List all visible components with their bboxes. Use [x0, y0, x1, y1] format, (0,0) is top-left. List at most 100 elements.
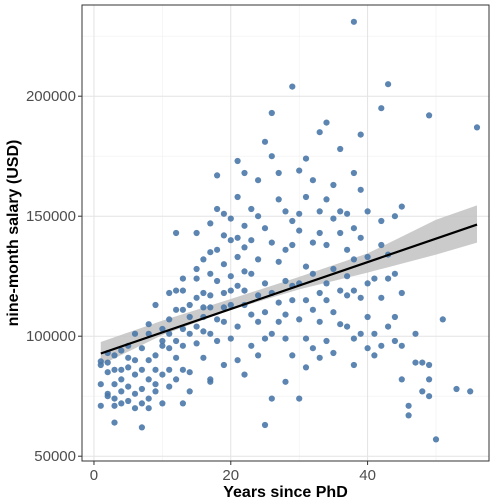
data-point [289, 352, 296, 359]
data-point [350, 361, 357, 369]
data-point [179, 275, 186, 282]
data-point [364, 345, 371, 352]
y-tick-label: 100000 [26, 328, 76, 345]
data-point [200, 354, 207, 361]
data-point [220, 289, 227, 297]
data-point [350, 169, 357, 177]
data-point [337, 321, 344, 328]
data-point [227, 287, 234, 294]
data-point [282, 277, 289, 285]
data-point [207, 249, 214, 256]
y-tick-label: 150000 [26, 208, 76, 225]
data-point [125, 364, 132, 371]
data-point [193, 229, 200, 237]
data-point [118, 347, 125, 354]
data-point [207, 304, 214, 311]
data-point [166, 383, 173, 390]
data-point [159, 342, 166, 349]
data-point [214, 277, 221, 285]
data-point [337, 287, 344, 294]
trend-line-group [100, 223, 478, 355]
data-point [248, 205, 255, 213]
data-point [268, 109, 275, 117]
data-point [357, 330, 364, 337]
x-tick-label: 20 [222, 467, 239, 484]
data-point [282, 335, 289, 342]
data-point [173, 376, 180, 383]
data-point [241, 244, 248, 251]
data-point [261, 225, 269, 232]
data-point [186, 369, 193, 376]
data-point [323, 337, 330, 345]
data-point [152, 366, 159, 373]
data-point [378, 217, 385, 225]
data-point [391, 270, 398, 277]
data-point [214, 246, 221, 253]
data-point [220, 210, 227, 217]
data-point [296, 210, 303, 217]
data-point [453, 385, 460, 393]
data-point [131, 405, 139, 412]
data-point [145, 330, 152, 337]
data-point [214, 205, 221, 213]
data-point [309, 306, 316, 313]
data-point [145, 321, 152, 328]
data-point [138, 385, 145, 393]
data-point [296, 167, 303, 174]
data-point [302, 263, 310, 270]
data-point [398, 342, 405, 349]
data-point [179, 325, 186, 333]
data-point [125, 354, 132, 361]
data-point [166, 289, 173, 297]
data-point [330, 265, 337, 273]
data-point [159, 325, 166, 333]
data-point [289, 297, 296, 304]
data-point [364, 208, 371, 215]
data-point [234, 234, 241, 241]
data-point [166, 345, 173, 352]
data-point [234, 253, 241, 261]
data-point [159, 337, 166, 345]
data-point [275, 196, 282, 203]
data-point [330, 349, 337, 357]
data-point [364, 280, 371, 287]
data-point [357, 294, 364, 301]
data-point [268, 153, 275, 160]
data-point [214, 172, 221, 179]
data-point [138, 345, 145, 352]
data-point [378, 342, 385, 349]
data-point [289, 83, 296, 90]
data-point [173, 354, 180, 361]
data-point [323, 280, 330, 287]
data-point [261, 335, 269, 342]
data-point [241, 371, 248, 378]
data-point [398, 289, 405, 297]
data-point [275, 169, 282, 177]
confidence-band [100, 205, 478, 365]
data-point [316, 229, 323, 237]
data-point [296, 316, 303, 323]
x-axis-title: Years since PhD [223, 484, 348, 501]
data-point [426, 361, 433, 369]
data-point [330, 309, 337, 316]
y-tick-label: 200000 [26, 88, 76, 105]
data-point [350, 287, 357, 294]
data-point [145, 376, 152, 383]
data-point [248, 237, 255, 244]
data-point [261, 280, 269, 287]
data-point [111, 366, 118, 373]
data-point [179, 306, 186, 313]
data-point [227, 273, 234, 280]
data-point [125, 397, 132, 405]
data-point [316, 289, 323, 297]
data-point [432, 436, 440, 443]
data-point [200, 304, 207, 311]
data-point [152, 352, 159, 359]
data-point [316, 318, 323, 325]
data-point [255, 256, 262, 263]
data-point [111, 402, 118, 409]
data-point [220, 318, 227, 325]
y-tick-label: 50000 [34, 448, 76, 465]
data-point [166, 330, 173, 337]
data-point [179, 287, 186, 294]
